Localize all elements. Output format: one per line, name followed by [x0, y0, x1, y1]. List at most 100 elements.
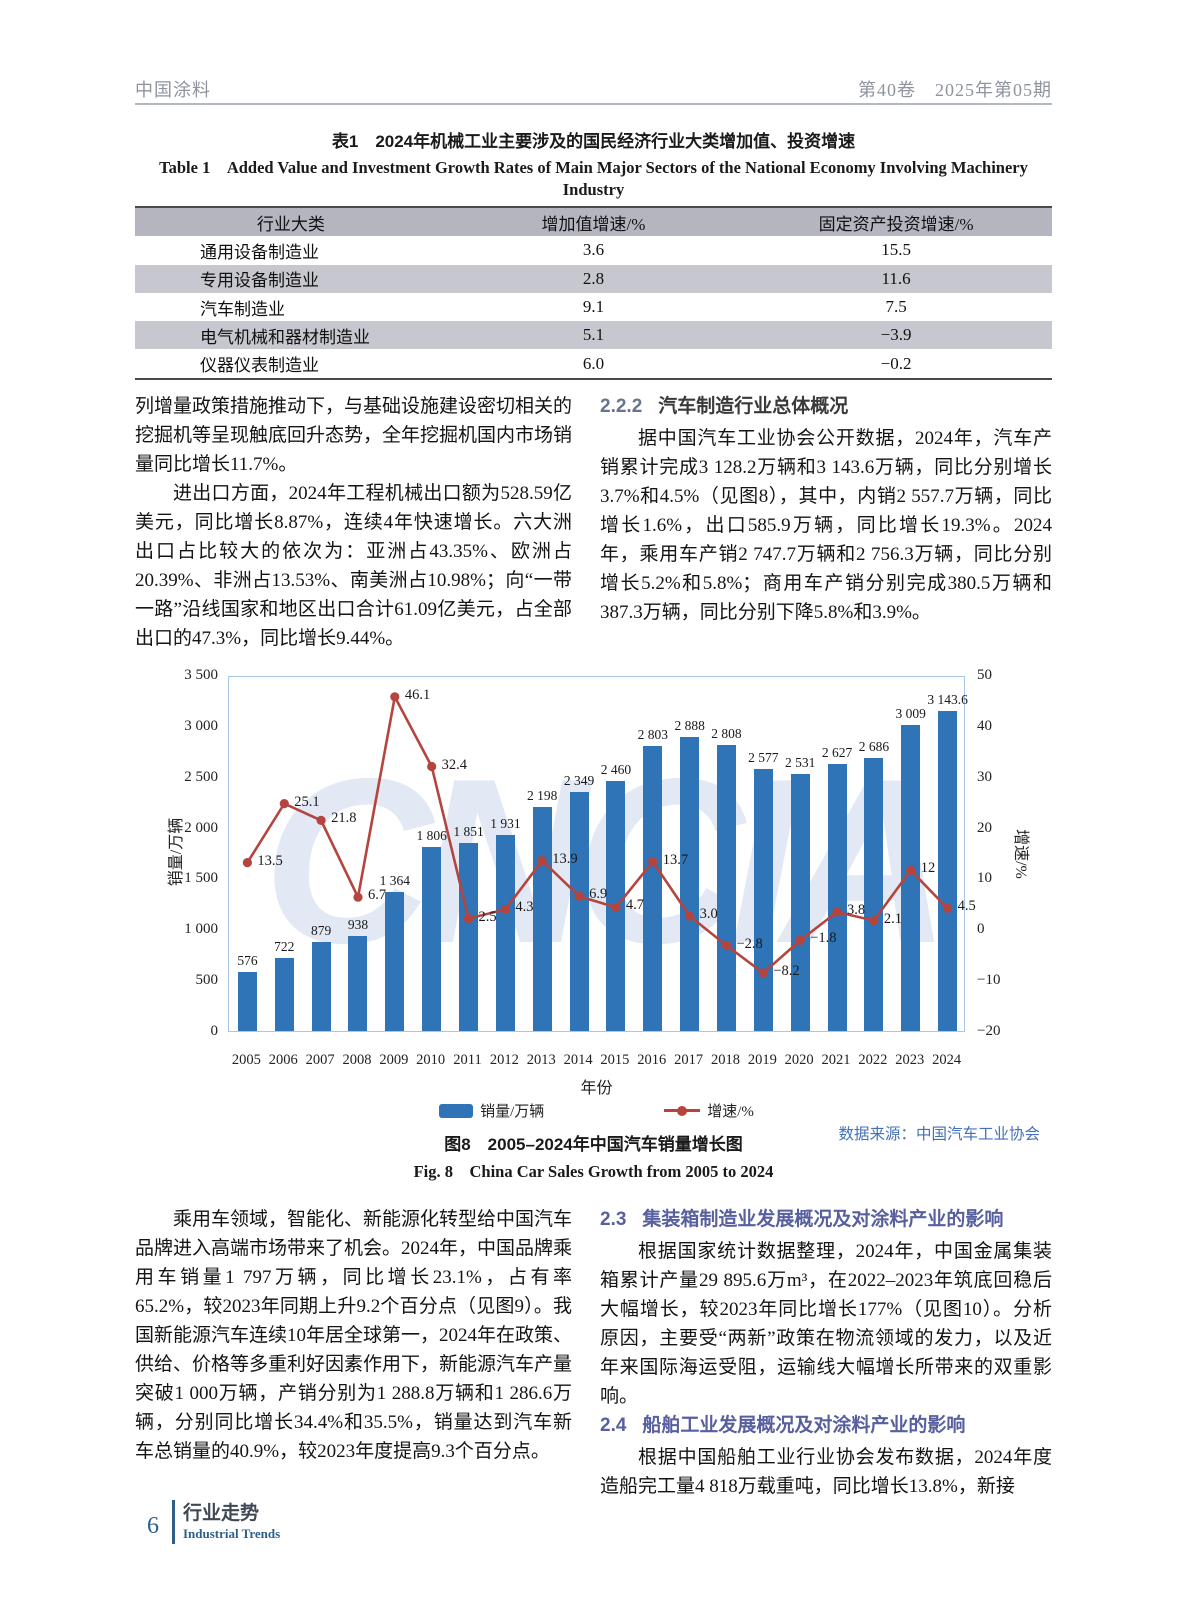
paragraph: 进出口方面，2024年工程机械出口额为528.59亿美元，同比增长8.87%，连…	[135, 483, 572, 649]
figure8-caption-en: Fig. 8 China Car Sales Growth from 2005 …	[413, 1162, 774, 1181]
body-section-1: 列增量政策措施推动下，与基础设施建设密切相关的挖掘机等呈现触底回升态势，全年挖掘…	[135, 392, 1052, 657]
right-axis-tick: −10	[977, 972, 1001, 989]
legend-item-sales: 销量/万辆	[439, 1100, 544, 1121]
sales-bar-2010	[422, 847, 442, 1031]
year-label: 2006	[268, 1052, 298, 1068]
section-heading-2-2-2: 2.2.2 汽车制造行业总体概况	[600, 392, 1052, 422]
growth-value-label: 32.4	[441, 756, 468, 773]
year-label: 2017	[674, 1052, 704, 1068]
growth-value-label: 6.9	[589, 886, 608, 903]
growth-value-label: 13.7	[662, 851, 689, 868]
sales-value-label: 576	[237, 953, 258, 969]
sales-bar-2006	[274, 957, 294, 1031]
cell-sector: 电气机械和器材制造业	[200, 327, 370, 347]
sales-value-label: 879	[311, 922, 332, 938]
table1: 行业大类 增加值增速/% 固定资产投资增速/% 通用设备制造业 3.6 15.5…	[135, 206, 1052, 380]
paragraph: 根据国家统计数据整理，2024年，中国金属集装箱累计产量29 895.6万m³，…	[600, 1241, 1052, 1407]
sales-value-label: 2 808	[711, 726, 742, 742]
left-axis-title: 销量/万辆	[168, 817, 185, 887]
sales-bar-2018	[716, 745, 736, 1031]
footer-section-zh: 行业走势	[183, 1503, 260, 1524]
right-axis-tick: 40	[977, 717, 992, 734]
col-header-investment: 固定资产投资增速/%	[818, 214, 974, 234]
sales-value-label: 1 851	[453, 823, 484, 839]
left-axis-tick: 1 000	[184, 921, 218, 938]
sales-bar-2023	[901, 724, 921, 1031]
section-title: 船舶工业发展概况及对涂料产业的影响	[642, 1415, 966, 1436]
left-axis-tick: 0	[210, 1023, 219, 1039]
year-label: 2013	[526, 1052, 556, 1068]
section-number: 2.4	[600, 1415, 627, 1436]
line-marker-icon	[664, 1105, 701, 1116]
table-row: 仪器仪表制造业 6.0 −0.2	[135, 349, 1052, 377]
year-label: 2008	[342, 1052, 372, 1068]
table-row: 专用设备制造业 2.8 11.6	[135, 264, 1052, 293]
cell-added-value: 3.6	[582, 240, 605, 260]
growth-line	[242, 692, 953, 978]
sales-bar-2019	[753, 768, 773, 1031]
left-axis-tick: 3 000	[184, 717, 218, 734]
sales-bar-2008	[348, 935, 368, 1031]
table1-title-en-line1: Table 1 Added Value and Investment Growt…	[159, 158, 1028, 177]
section-number: 2.3	[600, 1209, 627, 1230]
sales-value-label: 2 577	[748, 749, 779, 765]
col-header-added-value: 增加值增速/%	[541, 214, 646, 234]
paragraph: 乘用车领域，智能化、新能源化转型给中国汽车品牌进入高端市场带来了机会。2024年…	[135, 1209, 573, 1462]
cell-sector: 仪器仪表制造业	[200, 356, 319, 376]
year-label: 2011	[453, 1052, 482, 1068]
right-axis-tick: 30	[977, 768, 992, 785]
year-label: 2005	[231, 1052, 261, 1068]
sales-value-label: 1 931	[490, 815, 521, 831]
table-row: 电气机械和器材制造业 5.1 −3.9	[135, 321, 1052, 350]
footer-divider	[172, 1500, 175, 1544]
legend-item-growth: 增速/%	[664, 1100, 754, 1121]
sales-bar-2012	[495, 834, 515, 1031]
growth-value-label: −2.8	[736, 935, 763, 952]
sales-value-label: 2 460	[600, 761, 632, 777]
table-row: 汽车制造业 9.1 7.5	[135, 293, 1052, 321]
sales-bar-2017	[680, 737, 700, 1031]
cell-sector: 通用设备制造业	[200, 242, 319, 262]
sales-bar-2011	[459, 842, 479, 1031]
year-label: 2007	[305, 1052, 335, 1068]
left-axis-tick: 2 000	[184, 819, 218, 836]
right-column-2: 2.3 集装箱制造业发展概况及对涂料产业的影响 根据国家统计数据整理，2024年，…	[600, 1205, 1052, 1501]
growth-value-label: 46.1	[404, 686, 431, 703]
sales-value-label: 2 686	[858, 738, 890, 754]
growth-value-label: 25.1	[294, 793, 320, 810]
col-header-sector: 行业大类	[256, 214, 325, 234]
year-label: 2022	[858, 1052, 888, 1068]
section-heading-2-3: 2.3 集装箱制造业发展概况及对涂料产业的影响	[600, 1205, 1052, 1235]
sales-value-label: 1 806	[416, 828, 447, 844]
growth-value-label: 3.8	[847, 901, 866, 918]
section-heading-2-4: 2.4 船舶工业发展概况及对涂料产业的影响	[600, 1411, 1052, 1441]
left-column-2: 乘用车领域，智能化、新能源化转型给中国汽车品牌进入高端市场带来了机会。2024年…	[135, 1205, 572, 1466]
right-axis-title: 增速/%	[1012, 829, 1029, 879]
cell-sector: 专用设备制造业	[200, 271, 319, 291]
journal-name: 中国涂料	[135, 80, 211, 100]
sales-bar-2021	[827, 763, 847, 1031]
sales-bar-2016	[643, 745, 663, 1031]
paragraph: 据中国汽车工业协会公开数据，2024年，汽车产销累计完成3 128.2万辆和3 …	[600, 428, 1052, 623]
cell-investment: −0.2	[880, 353, 912, 373]
paragraph: 列增量政策措施推动下，与基础设施建设密切相关的挖掘机等呈现触底回升态势，全年挖掘…	[135, 396, 573, 475]
sales-value-label: 1 364	[379, 873, 410, 889]
right-column-1: 2.2.2 汽车制造行业总体概况 据中国汽车工业协会公开数据，2024年，汽车产销…	[600, 392, 1052, 627]
section-title: 汽车制造行业总体概况	[658, 396, 849, 417]
page-header: 中国涂料 第40卷 2025年第05期	[135, 76, 1052, 102]
sales-value-label: 2 888	[674, 718, 705, 734]
bar-swatch-icon	[439, 1103, 474, 1118]
sales-value-label: 938	[347, 916, 369, 932]
cell-investment: 11.6	[881, 268, 911, 288]
right-axis-tick: 0	[977, 921, 985, 938]
data-source-note: 数据来源：中国汽车工业协会	[838, 1126, 1040, 1143]
growth-value-label: 13.9	[552, 850, 578, 867]
x-axis-title: 年份	[580, 1080, 613, 1097]
table-row: 通用设备制造业 3.6 15.5	[135, 236, 1052, 264]
left-axis-tick: 2 500	[184, 768, 218, 785]
body-section-2: 乘用车领域，智能化、新能源化转型给中国汽车品牌进入高端市场带来了机会。2024年…	[135, 1205, 1052, 1505]
growth-value-label: 3.0	[699, 906, 718, 923]
section-number: 2.2.2	[600, 396, 643, 417]
sales-value-label: 2 627	[821, 744, 853, 760]
sales-value-label: 722	[274, 938, 295, 954]
